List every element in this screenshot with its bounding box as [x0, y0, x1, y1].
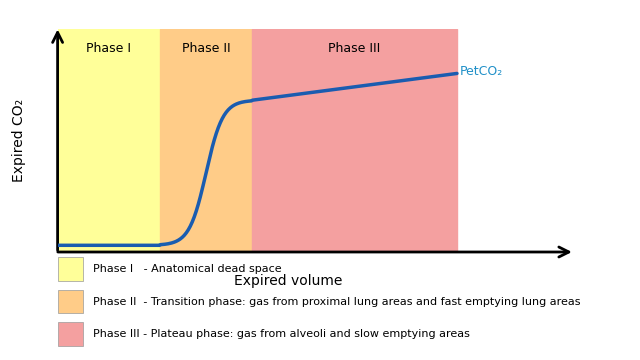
- Text: Phase I   - Anatomical dead space: Phase I - Anatomical dead space: [93, 264, 282, 274]
- Text: Phase II: Phase II: [182, 42, 230, 55]
- Bar: [252, 29, 457, 252]
- Text: Phase II  - Transition phase: gas from proximal lung areas and fast emptying lun: Phase II - Transition phase: gas from pr…: [93, 297, 580, 307]
- Text: Phase III - Plateau phase: gas from alveoli and slow emptying areas: Phase III - Plateau phase: gas from alve…: [93, 329, 470, 339]
- Text: PetCO₂: PetCO₂: [460, 65, 503, 78]
- Text: Expired CO₂: Expired CO₂: [12, 99, 26, 182]
- Bar: [160, 29, 252, 252]
- Text: Expired volume: Expired volume: [234, 274, 342, 288]
- Text: Phase I: Phase I: [86, 42, 131, 55]
- Bar: [58, 29, 160, 252]
- Text: Phase III: Phase III: [328, 42, 381, 55]
